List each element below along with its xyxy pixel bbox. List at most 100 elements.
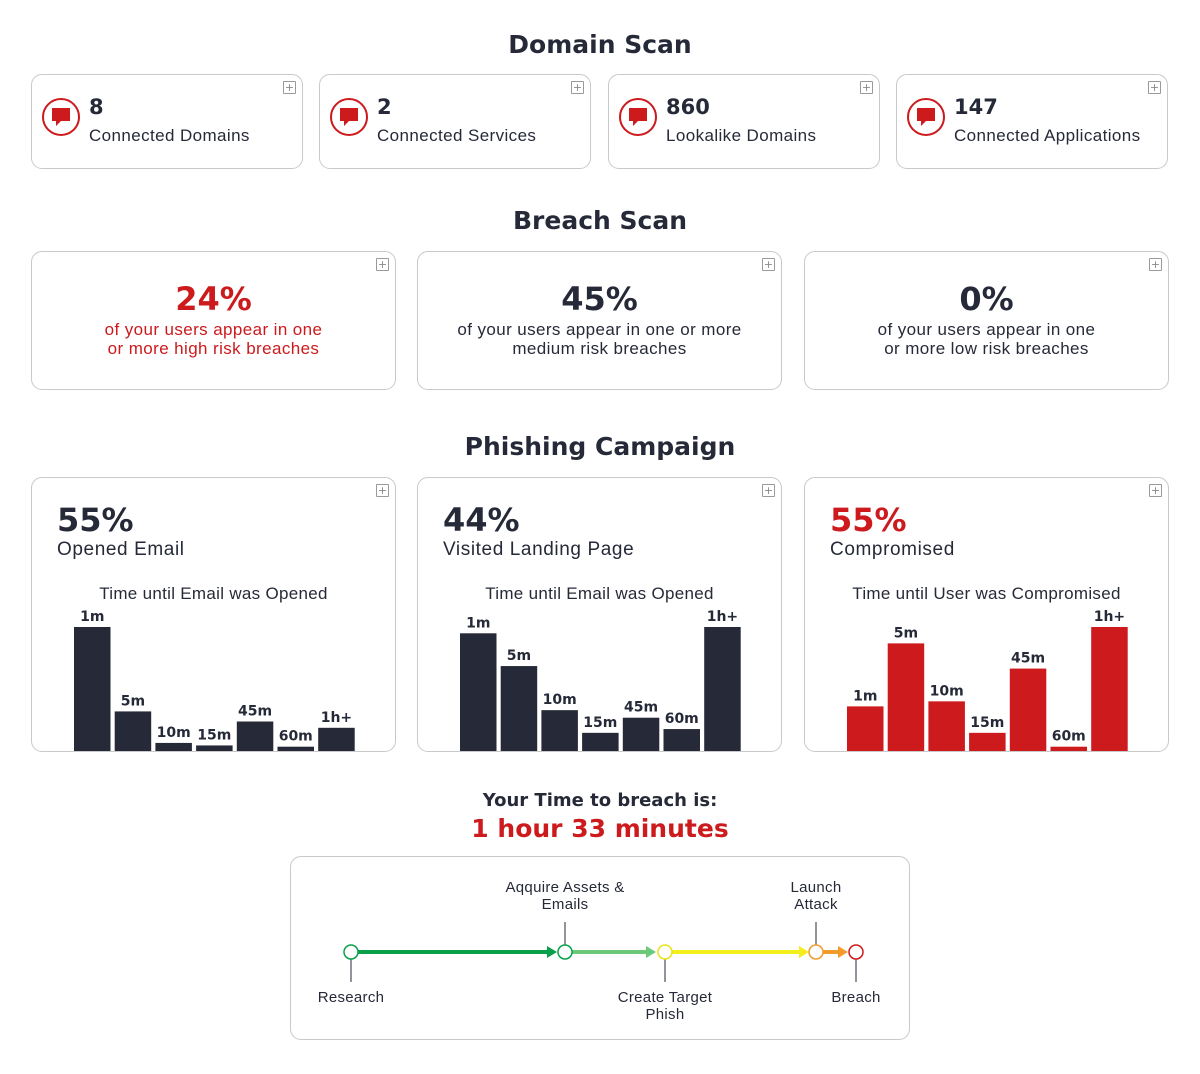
bar-label-45m: 45m (624, 700, 658, 716)
expand-icon[interactable]: + (860, 81, 873, 94)
expand-icon[interactable]: + (376, 484, 389, 497)
phishing-campaign-title: Phishing Campaign (464, 432, 736, 461)
description-line: of your users appear in one (877, 320, 1096, 339)
bar-15m (196, 745, 233, 751)
bar-1m (74, 627, 111, 751)
lookalike-count: 860 (666, 95, 710, 119)
bar-label-5m: 5m (121, 693, 145, 709)
bar-label-1m: 1m (853, 688, 877, 704)
bar-label-1m: 1m (80, 609, 104, 625)
bar-1h+ (1091, 627, 1128, 751)
high-risk-description: of your users appear in one or more high… (32, 320, 395, 358)
bar-label-10m: 10m (930, 683, 964, 699)
breach-card-medium-risk[interactable]: + 45% of your users appear in one or mor… (417, 251, 782, 390)
arrowhead (799, 946, 809, 958)
chart-title: Time until User was Compromised (852, 584, 1121, 603)
phishing-card-opened-email[interactable]: + 55% Opened Email Time until Email was … (31, 477, 396, 752)
expand-icon[interactable]: + (376, 258, 389, 271)
bar-1h+ (704, 627, 741, 751)
alert-bubble-icon (330, 98, 368, 136)
bar-5m (887, 643, 925, 751)
visited-landing-bar-chart: 1m 5m 10m 15m 45m 60m 1h+ (460, 609, 741, 751)
high-risk-percent: 24% (175, 280, 252, 318)
breach-card-high-risk[interactable]: + 24% of your users appear in one or mor… (31, 251, 396, 390)
arrowhead (547, 946, 557, 958)
domain-card-connected-domains[interactable]: + 8 Connected Domains (31, 74, 303, 169)
attack-timeline-card: Research Aqquire Assets & Emails Create T… (290, 856, 910, 1040)
bar-10m (155, 742, 192, 751)
expand-icon[interactable]: + (1149, 258, 1162, 271)
bar-label-60m: 60m (1052, 729, 1086, 745)
medium-risk-percent: 45% (561, 280, 638, 318)
bar-1m (460, 633, 497, 751)
expand-icon[interactable]: + (283, 81, 296, 94)
services-count: 2 (377, 95, 392, 119)
bar-label-15m: 15m (197, 727, 231, 743)
domain-label: Connected Domains (89, 126, 250, 145)
bar-10m (928, 701, 965, 751)
phishing-card-compromised[interactable]: + 55% Compromised Time until User was Co… (804, 477, 1169, 752)
compromised-bar-chart: 1m 5m 10m 15m 45m 60m 1h+ (847, 609, 1128, 751)
compromised-percent: 55% (830, 501, 907, 539)
bar-5m (114, 711, 152, 751)
stage-node-research (343, 944, 359, 960)
bar-label-10m: 10m (157, 725, 191, 741)
bar-label-45m: 45m (238, 704, 272, 720)
lookalike-label: Lookalike Domains (666, 126, 817, 145)
bar-15m (969, 732, 1006, 751)
expand-icon[interactable]: + (762, 484, 775, 497)
description-line: of your users appear in one (104, 320, 323, 339)
alert-bubble-icon (619, 98, 657, 136)
domain-count: 8 (89, 95, 104, 119)
services-label: Connected Services (377, 126, 537, 145)
compromised-label: Compromised (830, 539, 955, 560)
bar-60m (663, 729, 700, 751)
visited-landing-percent: 44% (443, 501, 520, 539)
bar-label-15m: 15m (583, 715, 617, 731)
domain-card-connected-services[interactable]: + 2 Connected Services (319, 74, 591, 169)
expand-icon[interactable]: + (1149, 484, 1162, 497)
low-risk-description: of your users appear in one or more low … (805, 320, 1168, 358)
bar-1m (847, 706, 884, 751)
opened-email-percent: 55% (57, 501, 134, 539)
expand-icon[interactable]: + (571, 81, 584, 94)
stage-label-create: Create Target Phish (617, 989, 713, 1023)
bar-60m (1050, 746, 1087, 751)
bar-label-5m: 5m (894, 625, 918, 641)
attack-timeline (343, 922, 864, 982)
chart-title: Time until Email was Opened (485, 584, 714, 603)
arrowhead (646, 946, 656, 958)
alert-bubble-icon (42, 98, 80, 136)
stage-label-acquire: Aqquire Assets & Emails (505, 879, 625, 913)
bar-label-1h+: 1h+ (321, 710, 352, 726)
stage-label-research: Research (317, 989, 385, 1006)
domain-scan-title: Domain Scan (508, 30, 692, 59)
applications-count: 147 (954, 95, 998, 119)
bar-label-60m: 60m (279, 729, 313, 745)
bar-1h+ (318, 727, 355, 751)
bar-10m (541, 710, 578, 751)
alert-bubble-icon (907, 98, 945, 136)
description-line: medium risk breaches (512, 339, 687, 358)
opened-email-bar-chart: 1m 5m 10m 15m 45m 60m 1h+ (74, 609, 355, 751)
bar-label-1h+: 1h+ (707, 609, 738, 625)
stage-node-create (657, 944, 673, 960)
stage-node-breach (848, 944, 864, 960)
bar-label-10m: 10m (543, 692, 577, 708)
description-line: of your users appear in one or more (457, 320, 742, 339)
stage-label-launch: Launch Attack (790, 879, 842, 913)
expand-icon[interactable]: + (762, 258, 775, 271)
bar-5m (500, 666, 538, 751)
description-line: or more low risk breaches (884, 339, 1089, 358)
arrowhead (838, 946, 848, 958)
bar-60m (277, 746, 314, 751)
domain-card-connected-applications[interactable]: + 147 Connected Applications (896, 74, 1168, 169)
domain-card-lookalike-domains[interactable]: + 860 Lookalike Domains (608, 74, 880, 169)
bar-label-1h+: 1h+ (1094, 609, 1125, 625)
bar-label-45m: 45m (1011, 651, 1045, 667)
bar-label-60m: 60m (665, 711, 699, 727)
phishing-card-visited-landing-page[interactable]: + 44% Visited Landing Page Time until Em… (417, 477, 782, 752)
chart-title: Time until Email was Opened (99, 584, 328, 603)
expand-icon[interactable]: + (1148, 81, 1161, 94)
breach-card-low-risk[interactable]: + 0% of your users appear in one or more… (804, 251, 1169, 390)
